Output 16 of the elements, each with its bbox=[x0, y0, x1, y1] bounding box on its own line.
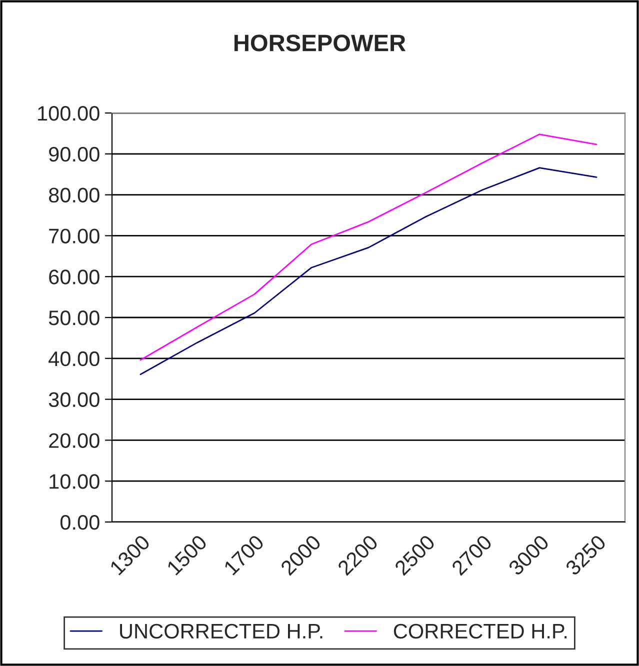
line-series bbox=[140, 167, 598, 376]
legend-label: UNCORRECTED H.P. bbox=[120, 624, 322, 639]
legend-label: CORRECTED H.P. bbox=[394, 624, 567, 639]
y-tick-label: 0.00 bbox=[60, 515, 100, 530]
y-tick-label: 20.00 bbox=[49, 433, 100, 448]
line-series bbox=[140, 134, 598, 361]
y-tick-label: 40.00 bbox=[48, 351, 100, 366]
chart-title: HORSEPOWER bbox=[234, 34, 406, 52]
y-tick-label: 90.00 bbox=[49, 146, 100, 162]
y-tick-label: 50.00 bbox=[48, 310, 100, 326]
y-tick-label: 30.00 bbox=[48, 392, 100, 408]
y-tick-label: 100.00 bbox=[38, 106, 100, 121]
y-tick-label: 70.00 bbox=[49, 228, 100, 244]
y-tick-label: 80.00 bbox=[48, 188, 100, 203]
y-tick-label: 10.00 bbox=[50, 474, 100, 489]
y-tick-label: 60.00 bbox=[49, 270, 100, 284]
